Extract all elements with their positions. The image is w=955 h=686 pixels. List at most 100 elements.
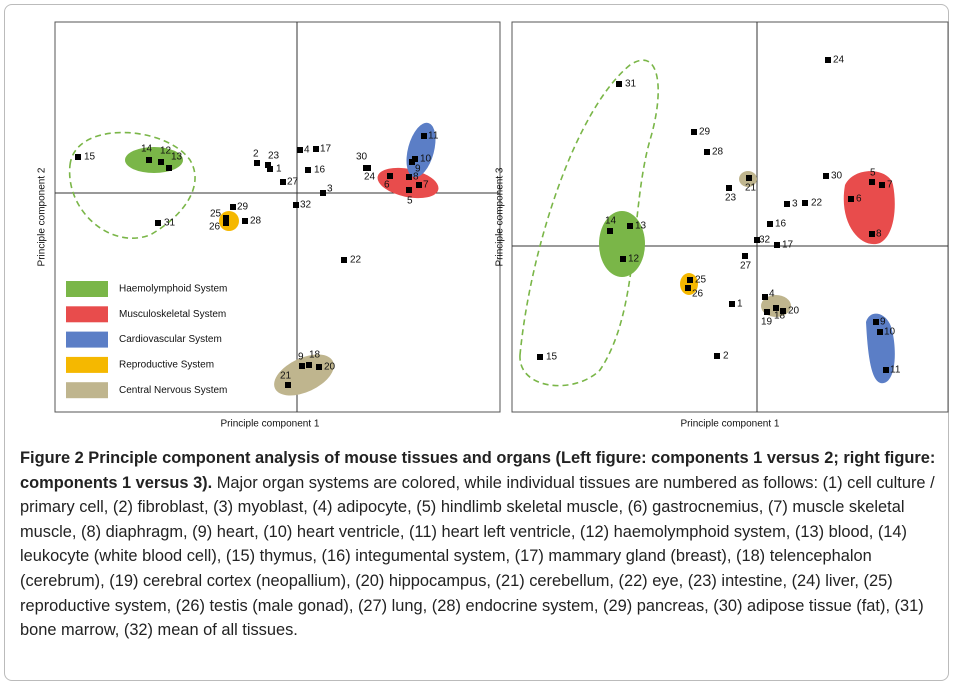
- point-label: 4: [769, 289, 775, 300]
- data-point: [166, 165, 172, 171]
- data-point: [627, 223, 633, 229]
- data-point: [825, 57, 831, 63]
- data-point: [146, 157, 152, 163]
- data-point: [767, 221, 773, 227]
- point-label: 13: [635, 221, 647, 232]
- data-point: [754, 237, 760, 243]
- legend-swatch: [66, 306, 108, 323]
- point-label: 7: [423, 180, 429, 191]
- point-label: 9: [415, 164, 421, 175]
- point-label: 18: [309, 350, 321, 361]
- point-label: 29: [237, 202, 249, 213]
- data-point: [616, 81, 622, 87]
- point-label: 15: [546, 352, 558, 363]
- point-label: 3: [327, 184, 333, 195]
- cluster-outline: [68, 131, 196, 239]
- point-label: 18: [774, 311, 786, 322]
- data-point: [537, 354, 543, 360]
- point-label: 14: [605, 216, 617, 227]
- point-label: 1: [276, 164, 282, 175]
- figure: Principle component 1 Principle componen…: [37, 21, 949, 430]
- data-point: [293, 202, 299, 208]
- data-point: [409, 159, 415, 165]
- point-label: 32: [300, 200, 312, 211]
- point-label: 8: [413, 172, 419, 183]
- data-point: [387, 173, 393, 179]
- point-label: 20: [788, 306, 800, 317]
- point-label: 6: [384, 180, 390, 191]
- data-point: [306, 362, 312, 368]
- legend-label: Reproductive System: [119, 360, 214, 371]
- point-label: 4: [304, 145, 310, 156]
- caption-text: Major organ systems are colored, while i…: [20, 473, 935, 640]
- data-point: [773, 305, 779, 311]
- data-point: [869, 231, 875, 237]
- data-point: [230, 204, 236, 210]
- point-label: 26: [692, 289, 704, 300]
- point-label: 26: [209, 222, 221, 233]
- point-label: 2: [723, 351, 729, 362]
- point-label: 2: [253, 149, 259, 160]
- point-label: 25: [695, 275, 707, 286]
- data-point: [729, 301, 735, 307]
- data-point: [823, 173, 829, 179]
- cluster: [274, 354, 334, 396]
- data-point: [285, 382, 291, 388]
- caption: Figure 2 Principle component analysis of…: [20, 446, 948, 643]
- cluster: [843, 171, 895, 245]
- point-label: 9: [880, 317, 886, 328]
- data-point: [223, 215, 229, 221]
- x-axis-label: Principle component 1: [221, 419, 320, 430]
- legend-swatch: [66, 382, 108, 399]
- data-point: [242, 218, 248, 224]
- data-point: [299, 363, 305, 369]
- point-label: 23: [725, 193, 737, 204]
- point-label: 16: [775, 219, 787, 230]
- data-point: [406, 187, 412, 193]
- point-label: 17: [320, 144, 332, 155]
- data-point: [341, 257, 347, 263]
- point-label: 6: [856, 194, 862, 205]
- data-point: [780, 308, 786, 314]
- cluster: [599, 211, 645, 277]
- point-label: 1: [737, 299, 743, 310]
- data-point: [280, 179, 286, 185]
- data-point: [254, 160, 260, 166]
- data-point: [704, 149, 710, 155]
- point-label: 8: [876, 229, 882, 240]
- left-panel: [54, 21, 501, 413]
- point-label: 12: [628, 254, 640, 265]
- x-axis-label: Principle component 1: [681, 419, 780, 430]
- data-point: [742, 253, 748, 259]
- cluster: [680, 273, 698, 295]
- data-point: [687, 277, 693, 283]
- point-label: 22: [350, 255, 362, 266]
- legend-label: Musculoskeletal System: [119, 309, 226, 320]
- point-label: 31: [625, 79, 637, 90]
- point-label: 14: [141, 144, 153, 155]
- point-label: 15: [84, 152, 96, 163]
- point-label: 9: [298, 352, 304, 363]
- y-axis-label: Principle component 3: [495, 167, 506, 266]
- point-label: 32: [759, 235, 771, 246]
- data-point: [313, 146, 319, 152]
- point-label: 12: [160, 146, 172, 157]
- point-label: 17: [782, 240, 794, 251]
- legend-swatch: [66, 281, 108, 297]
- caption-title: Figure 2 Principle component analysis of…: [20, 449, 936, 492]
- point-label: 7: [887, 180, 893, 191]
- legend-label: Cardiovascular System: [119, 334, 222, 345]
- data-point: [406, 174, 412, 180]
- point-label: 19: [761, 317, 773, 328]
- data-point: [155, 220, 161, 226]
- data-point: [158, 159, 164, 165]
- point-label: 28: [250, 216, 262, 227]
- point-label: 10: [420, 154, 432, 165]
- point-label: 27: [740, 261, 752, 272]
- cluster: [866, 313, 895, 384]
- data-point: [848, 196, 854, 202]
- data-point: [607, 228, 613, 234]
- point-label: 20: [324, 362, 336, 373]
- legend-label: Haemolymphoid System: [119, 284, 227, 295]
